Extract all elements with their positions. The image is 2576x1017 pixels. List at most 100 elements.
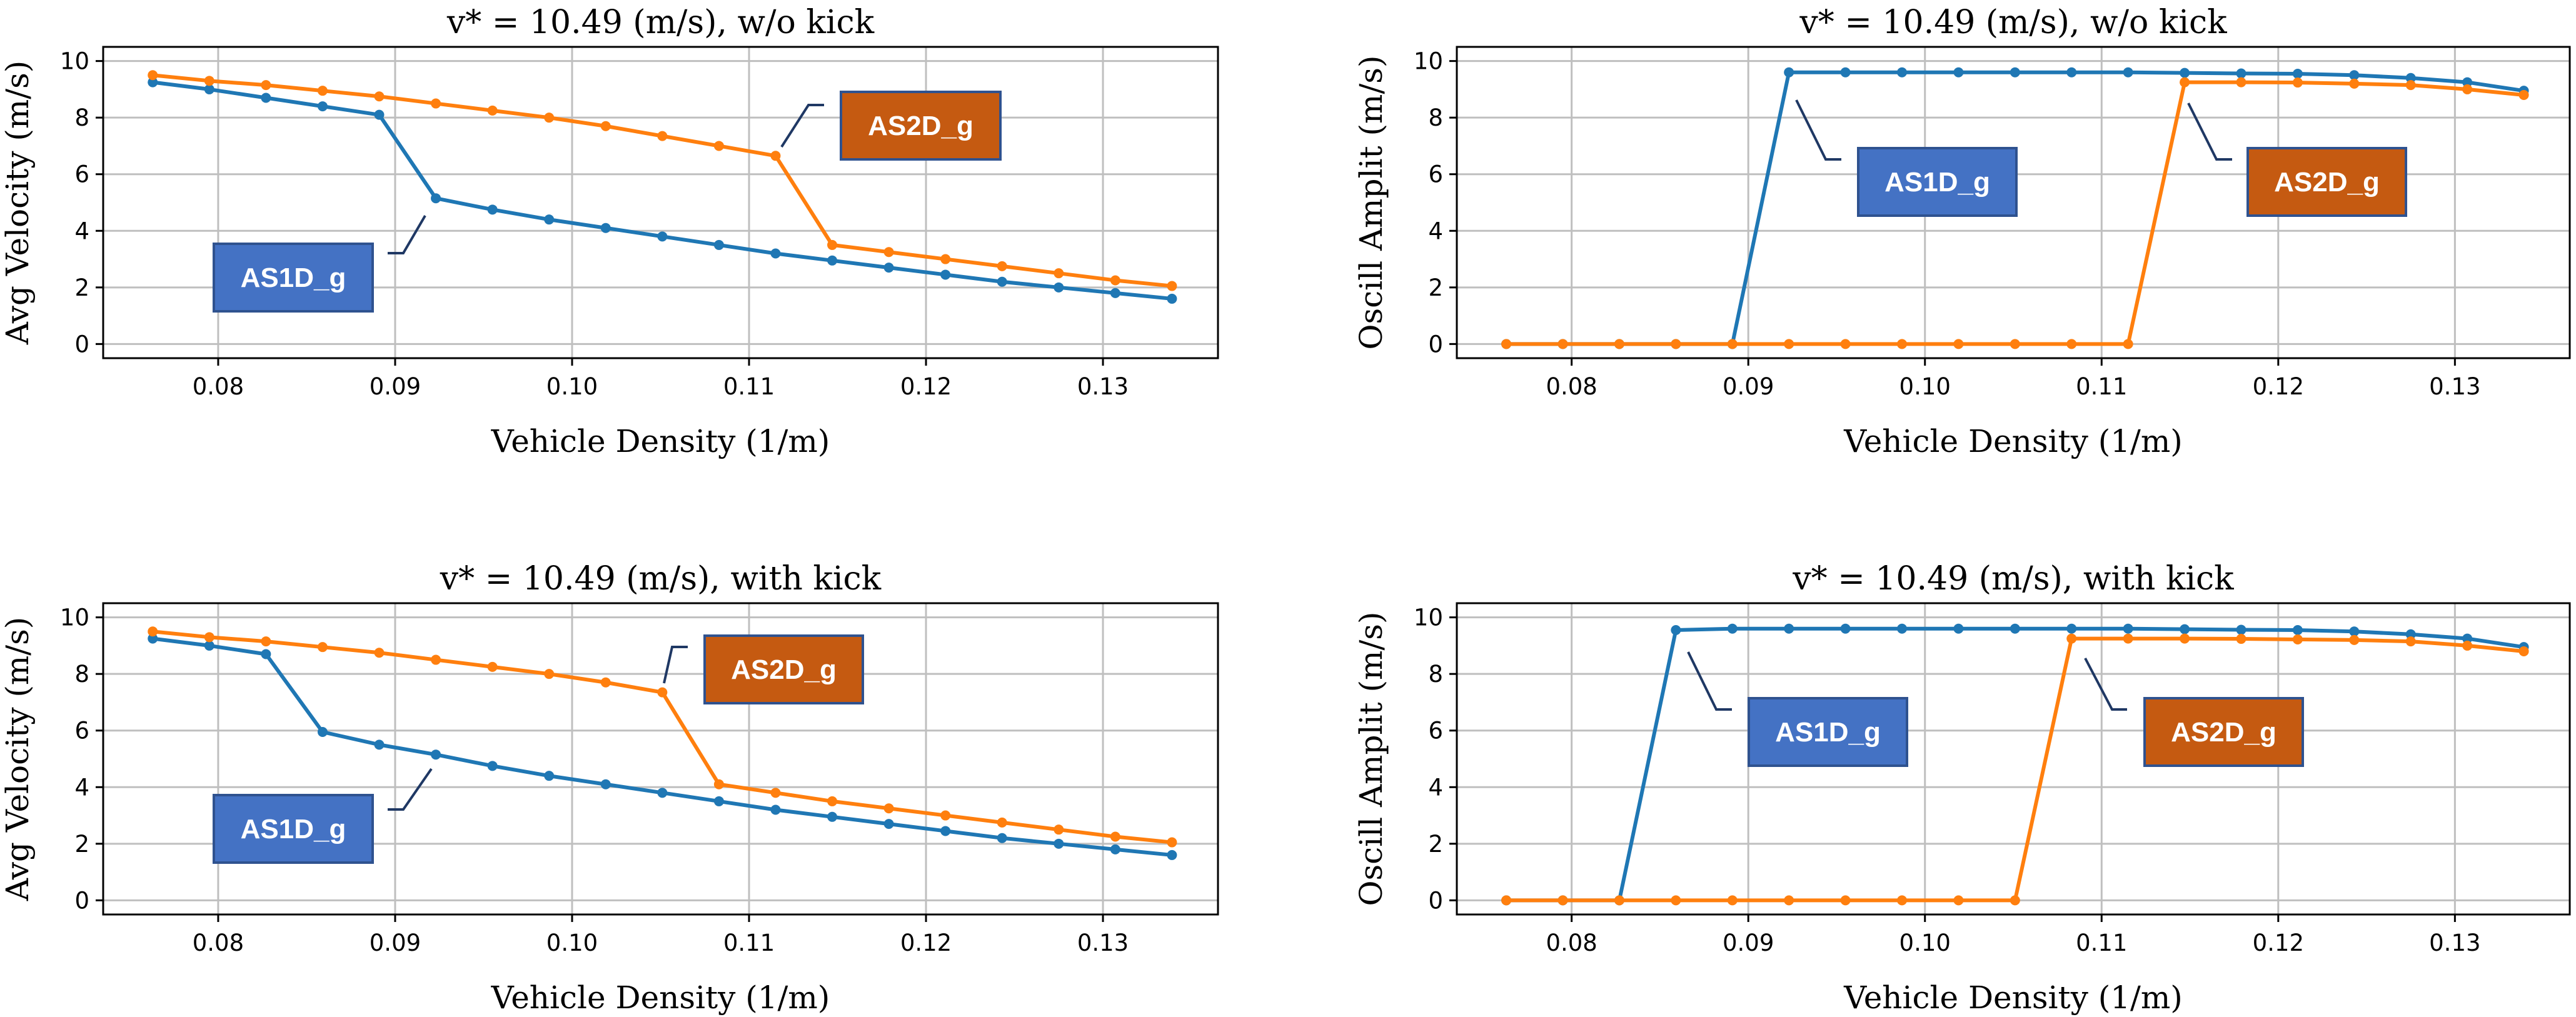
data-point-as1d [431,749,441,760]
y-axis-label: Oscill Amplit (m/s) [1353,56,1389,350]
data-point-as1d [600,779,611,789]
x-tick-label: 0.13 [2429,373,2480,400]
data-point-as1d [1727,623,1738,634]
data-point-as1d [544,214,555,225]
y-tick-label: 4 [1428,774,1443,801]
callout-leader [1687,651,1732,711]
data-point-as2d [657,687,668,698]
callout-label-as1d: AS1D_g [1884,167,1990,198]
y-axis-label: Avg Velocity (m/s) [0,617,36,902]
x-tick-label: 0.11 [2076,929,2127,956]
x-tick-label: 0.08 [1546,373,1597,400]
data-point-as1d [600,223,611,233]
x-tick-label: 0.13 [2429,929,2480,956]
x-tick-label: 0.09 [1723,373,1774,400]
data-point-as2d [2462,84,2473,94]
data-point-as1d [2180,624,2190,634]
data-point-as1d [2010,67,2020,78]
data-point-as2d [600,677,611,688]
data-point-as1d [544,771,555,781]
data-point-as1d [770,248,781,259]
data-point-as2d [1671,339,1681,349]
data-point-as2d [374,91,385,102]
x-tick-label: 0.08 [193,373,244,400]
data-point-as1d [261,93,271,103]
data-point-as2d [1501,339,1512,349]
x-tick-label: 0.08 [1546,929,1597,956]
data-point-as2d [827,239,838,250]
data-point-as1d [1897,623,1907,634]
data-point-as1d [2066,623,2077,634]
chart-panel-1: 0.08 0.09 0.10 0.11 0.12 0.13 0 2 4 6 8 10 v* = 10.4… [0,4,1219,459]
data-point-as2d [1897,895,1907,906]
data-point-as1d [2462,77,2473,88]
data-point-as2d [2518,646,2529,656]
plot-frame [1456,602,2571,916]
data-point-as2d [2066,339,2077,349]
chart-title: v* = 10.49 (m/s), with kick [440,560,882,598]
x-tick-label: 0.08 [193,929,244,956]
data-point-as1d [940,269,951,280]
data-point-as2d [2349,634,2360,645]
y-tick-label: 4 [74,218,89,244]
data-point-as2d [374,648,385,658]
data-point-as2d [1953,895,1964,906]
x-tick-label: 0.13 [1077,929,1129,956]
data-point-as1d [1167,293,1177,304]
data-point-as1d [713,239,724,250]
data-point-as1d [148,77,158,88]
callout-label-as1d: AS1D_g [241,814,346,844]
data-point-as2d [1614,895,1624,906]
data-point-as2d [1784,895,1794,906]
data-point-as1d [2349,626,2360,637]
data-point-as1d [2292,69,2303,79]
data-point-as2d [261,80,271,91]
data-point-as1d [204,84,214,94]
callout-label-as2d: AS2D_g [2274,167,2380,198]
data-point-as1d [317,101,328,112]
data-point-as2d [1557,895,1568,906]
data-point-as2d [1784,339,1794,349]
series-line-as2d [1506,636,2524,903]
y-tick-label: 10 [60,48,89,75]
callout-label-as1d: AS1D_g [1775,717,1881,748]
data-point-as1d [2462,633,2473,644]
data-point-as2d [2123,339,2133,349]
data-point-as2d [487,105,498,116]
chart-panel-3: 0.08 0.09 0.10 0.11 0.12 0.13 0 2 4 6 8 10 v* = 10.4… [0,560,1219,1016]
data-point-as2d [2180,77,2190,88]
data-point-as2d [2010,895,2020,906]
y-tick-label: 6 [74,718,89,744]
x-tick-label: 0.09 [1723,929,1774,956]
data-point-as2d [1054,268,1064,279]
callout-label-as1d: AS1D_g [241,263,346,293]
data-point-as2d [317,86,328,96]
callout-box [703,634,864,704]
data-point-as2d [657,131,668,141]
x-tick-label: 0.11 [723,929,775,956]
data-point-as2d [204,76,214,86]
data-point-as2d [148,626,158,637]
data-point-as2d [1110,831,1120,842]
data-point-as1d [1953,67,1964,78]
data-point-as1d [374,739,385,750]
data-point-as2d [1897,339,1907,349]
x-axis-label: Vehicle Density (1/m) [491,423,830,459]
callout-label-as2d: AS2D_g [868,111,974,141]
data-point-as2d [1671,895,1681,906]
data-point-as2d [2236,634,2246,644]
callout-leader [2084,658,2127,711]
data-point-as1d [2066,67,2077,78]
data-point-as2d [544,669,555,679]
series-line-as1d [1506,626,2524,903]
plot-frame [1456,46,2571,359]
data-point-as2d [1840,895,1851,906]
data-point-as1d [770,804,781,815]
data-point-as1d [1110,288,1120,298]
data-point-as1d [2405,73,2416,83]
data-point-as1d [261,649,271,659]
x-tick-label: 0.11 [2076,373,2127,400]
y-tick-label: 10 [1414,604,1443,631]
data-point-as1d [2405,629,2416,639]
